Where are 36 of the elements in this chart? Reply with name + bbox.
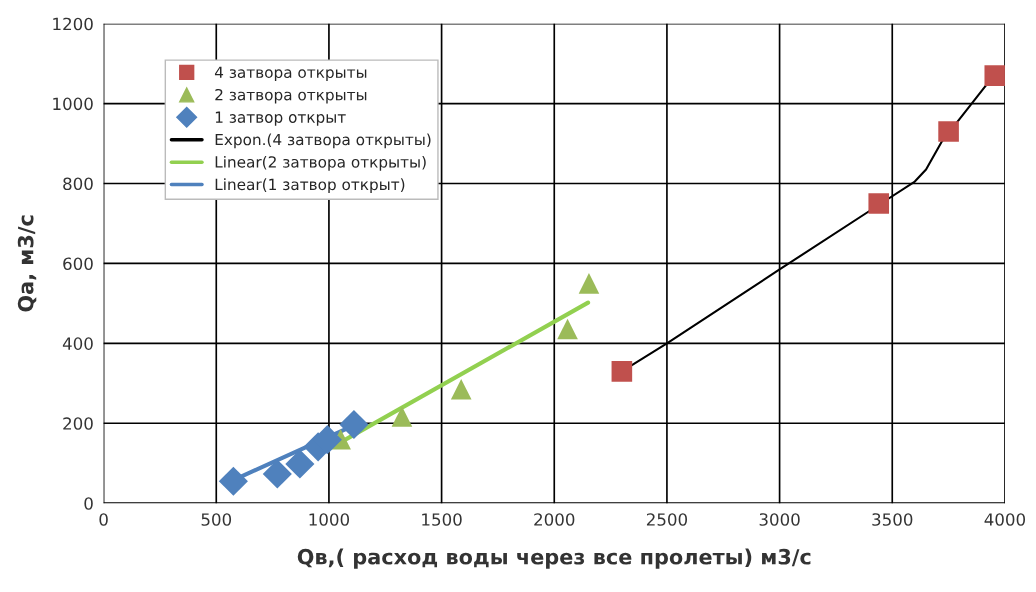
y-tick-label: 1000	[53, 97, 93, 111]
x-tick-label: 4000	[984, 513, 1026, 526]
x-tick-label: 2000	[534, 513, 575, 526]
point	[262, 459, 292, 489]
x-tick-label: 0	[99, 513, 108, 526]
y-axis-title: Qa, м3/с	[17, 215, 37, 312]
x-tick-label: 3000	[759, 513, 800, 526]
y-tick-label: 0	[84, 497, 93, 510]
x-tick-label: 1500	[422, 513, 462, 526]
point	[984, 65, 1005, 86]
x-tick-label: 500	[201, 513, 232, 526]
y-tick-label: 1200	[53, 17, 93, 31]
legend-label: 2 затвора открыты	[215, 88, 367, 104]
x-tick-label: 3500	[872, 513, 913, 526]
point	[218, 466, 248, 496]
point	[391, 406, 413, 427]
point	[285, 449, 315, 479]
point	[339, 409, 369, 440]
legend-label: 1 затвор открыт	[215, 111, 346, 126]
legend-label: Linear(1 затвор открыт)	[215, 178, 405, 194]
y-tick-label: 600	[63, 257, 93, 271]
y-tick-label: 200	[63, 417, 93, 430]
y-tick-label: 400	[62, 337, 93, 350]
x-tick-label: 1000	[309, 513, 350, 526]
y-tick-label: 800	[63, 177, 93, 191]
point	[611, 361, 633, 382]
x-axis-title: Qв,( расход воды через все пролеты) м3/с	[297, 548, 811, 569]
point	[868, 193, 890, 214]
legend-label: Expon.(4 затвора открыты)	[215, 133, 431, 149]
point	[578, 273, 600, 294]
point	[557, 318, 578, 340]
x-tick-label: 2500	[646, 513, 688, 526]
point	[450, 379, 472, 400]
legend-label: Linear(2 затвора открыты)	[215, 155, 426, 171]
legend-label: 4 затвора открыты	[214, 66, 367, 81]
point	[938, 121, 959, 142]
